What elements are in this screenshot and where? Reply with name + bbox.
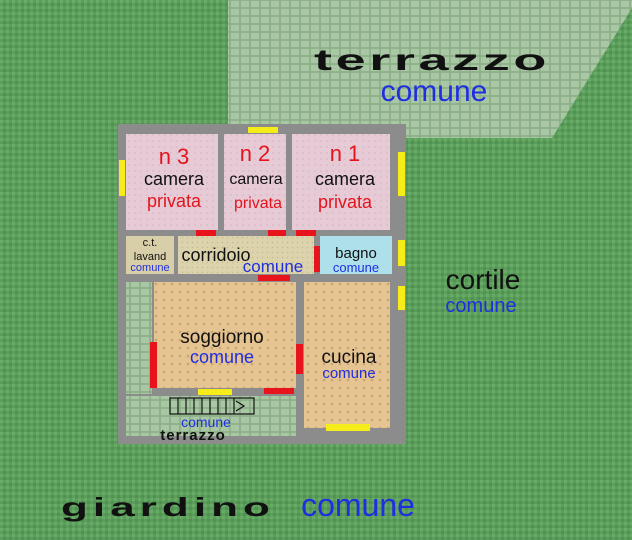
room-bagno bbox=[320, 236, 392, 274]
camera-2-name: camera bbox=[229, 171, 282, 188]
corridoio-name: corridoio bbox=[181, 245, 250, 265]
camera-3-name: camera bbox=[144, 169, 205, 189]
room-terrazzo-lower bbox=[126, 396, 296, 436]
window-soggiorno bbox=[198, 389, 232, 395]
room-soggiorno bbox=[154, 282, 296, 388]
room-entry bbox=[126, 282, 152, 394]
cucina-name: cucina bbox=[322, 347, 377, 368]
room-corridoio bbox=[178, 236, 314, 274]
ct-lavand-line2: lavand bbox=[134, 251, 166, 263]
giardino-title: giardino bbox=[61, 492, 275, 522]
camera-1-status: privata bbox=[318, 192, 373, 212]
giardino-subtitle: comune bbox=[301, 487, 415, 523]
room-camera-2 bbox=[224, 134, 286, 230]
door-camera-1 bbox=[296, 230, 316, 236]
terrace-top-area bbox=[228, 0, 632, 138]
window-camera-2 bbox=[248, 127, 278, 133]
ct-lavand-line1: c.t. bbox=[143, 237, 158, 249]
camera-1-name: camera bbox=[315, 169, 376, 189]
window-camera-1 bbox=[398, 152, 405, 196]
camera-3-status: privata bbox=[147, 191, 202, 211]
room-camera-1 bbox=[292, 134, 390, 230]
soggiorno-status: comune bbox=[190, 347, 254, 367]
bagno-name: bagno bbox=[335, 245, 377, 262]
door-terrazzo bbox=[264, 388, 294, 394]
terrazzo-bottom-subtitle: comune bbox=[181, 414, 231, 430]
window-camera-3 bbox=[119, 160, 125, 196]
cucina-status: comune bbox=[322, 365, 375, 382]
door-camera-3 bbox=[196, 230, 216, 236]
window-bagno bbox=[398, 240, 405, 266]
doors bbox=[150, 230, 320, 394]
camera-2-number: n 2 bbox=[240, 141, 271, 166]
room-cucina bbox=[304, 282, 390, 428]
window-cucina-right bbox=[398, 286, 405, 310]
door-soggiorno-left bbox=[150, 342, 157, 388]
room-camera-3 bbox=[126, 134, 218, 230]
camera-2-status: privata bbox=[234, 195, 282, 212]
window-cucina-bottom bbox=[326, 424, 370, 431]
soggiorno-name: soggiorno bbox=[180, 327, 263, 348]
terrazzo-top-subtitle: comune bbox=[381, 75, 488, 108]
bagno-status: comune bbox=[333, 260, 379, 275]
terrazzo-bottom-title: terrazzo bbox=[160, 427, 226, 444]
door-soggiorno-top bbox=[258, 275, 290, 281]
cortile-subtitle: comune bbox=[445, 295, 516, 317]
cortile-title: cortile bbox=[446, 264, 521, 295]
terrazzo-top-title: terrazzo bbox=[314, 44, 550, 77]
door-bagno bbox=[314, 246, 320, 272]
camera-1-number: n 1 bbox=[330, 141, 361, 166]
corridoio-status: comune bbox=[243, 257, 303, 276]
room-ct-lavand bbox=[126, 236, 174, 274]
stairs bbox=[169, 397, 255, 415]
camera-3-number: n 3 bbox=[159, 144, 190, 169]
windows bbox=[119, 127, 405, 431]
door-camera-2 bbox=[268, 230, 286, 236]
door-cucina bbox=[296, 344, 303, 374]
ct-lavand-status: comune bbox=[130, 262, 169, 274]
